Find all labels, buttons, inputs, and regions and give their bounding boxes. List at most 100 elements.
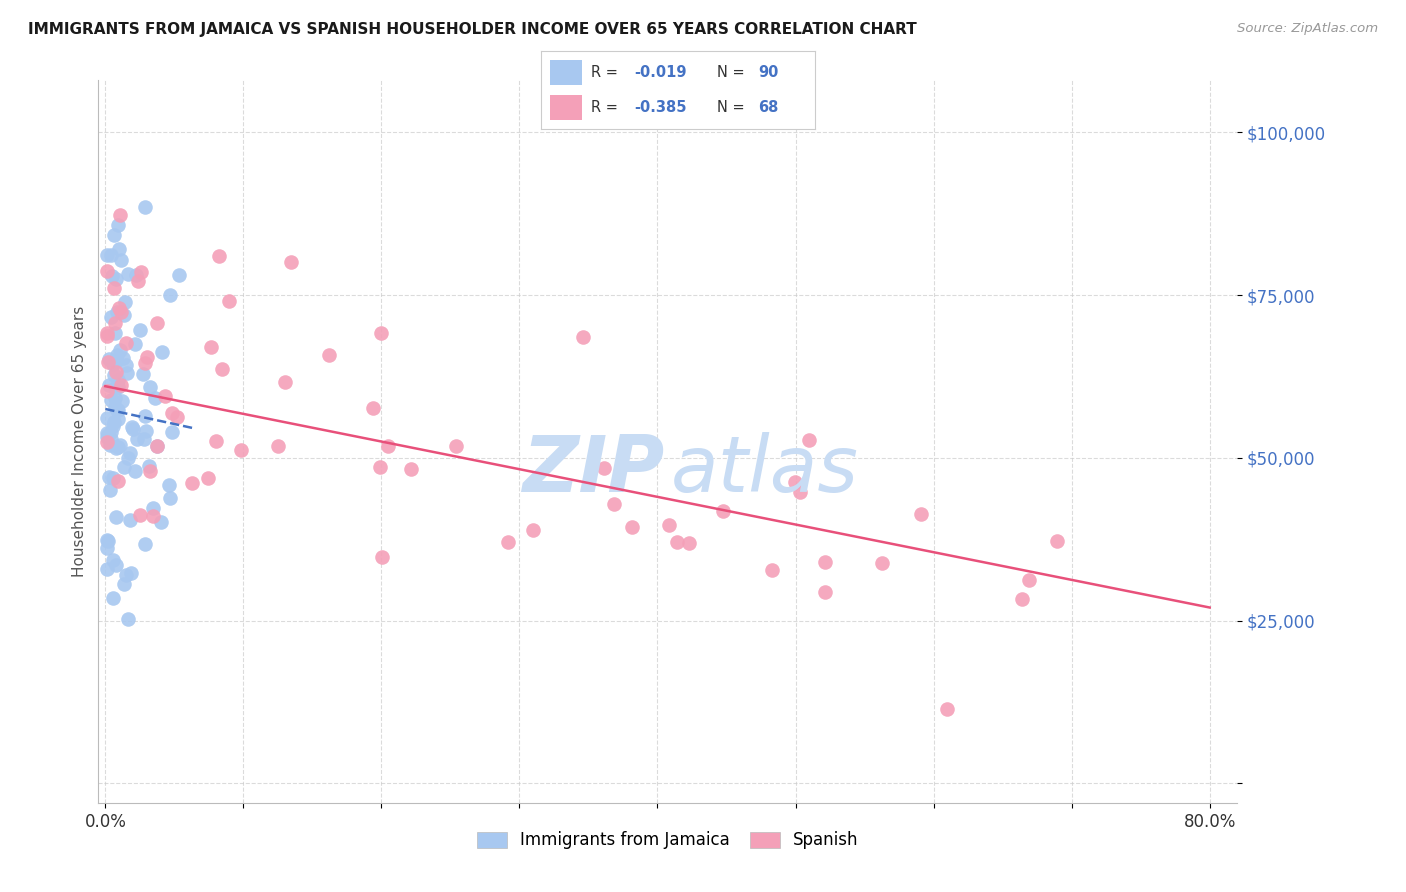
Legend: Immigrants from Jamaica, Spanish: Immigrants from Jamaica, Spanish <box>470 824 866 856</box>
Point <box>105 305 128 319</box>
Point <box>146 439 169 453</box>
Point <box>125 268 148 282</box>
Point <box>522 523 544 537</box>
Point <box>122 421 145 435</box>
Point <box>180 475 202 490</box>
Point <box>96 263 118 277</box>
Point <box>370 326 392 340</box>
Text: 68: 68 <box>758 100 779 115</box>
Point <box>711 504 734 518</box>
Point <box>138 380 160 394</box>
Point <box>108 438 131 452</box>
Point <box>103 415 125 429</box>
Point <box>135 351 157 365</box>
Point <box>108 343 131 358</box>
Point <box>127 274 149 288</box>
Text: atlas: atlas <box>671 433 859 508</box>
Point <box>96 248 118 262</box>
Point <box>100 310 122 324</box>
Point <box>146 439 169 453</box>
Point <box>105 403 128 417</box>
Point <box>149 515 172 529</box>
Point <box>377 439 399 453</box>
Point <box>208 249 231 263</box>
Point <box>105 348 128 362</box>
Point <box>97 428 120 442</box>
Point <box>399 462 422 476</box>
Point <box>143 392 166 406</box>
Point <box>814 585 837 599</box>
Point <box>107 380 129 394</box>
Point <box>658 518 681 533</box>
Point <box>98 351 121 366</box>
Point <box>96 411 118 425</box>
Point <box>98 483 121 498</box>
Point <box>142 501 165 516</box>
Point <box>157 478 180 492</box>
Point <box>97 354 120 368</box>
Point <box>797 433 820 447</box>
Point <box>166 409 188 424</box>
Point <box>115 367 138 381</box>
Point <box>124 465 146 479</box>
Text: 90: 90 <box>758 65 779 80</box>
Text: ZIP: ZIP <box>522 433 665 508</box>
Point <box>117 612 139 626</box>
Point <box>197 471 219 485</box>
Point <box>620 520 643 534</box>
Point <box>107 301 129 315</box>
Point <box>138 464 160 478</box>
Point <box>280 254 302 268</box>
Point <box>96 430 118 444</box>
Point <box>103 368 125 382</box>
Point <box>205 434 228 448</box>
Text: -0.385: -0.385 <box>634 100 688 115</box>
Point <box>572 329 595 343</box>
Point <box>150 345 173 359</box>
Point <box>134 409 156 423</box>
Point <box>97 534 120 549</box>
Point <box>108 208 131 222</box>
Point <box>117 451 139 466</box>
Point <box>101 591 124 605</box>
Point <box>104 271 127 285</box>
Point <box>129 265 152 279</box>
Point <box>134 200 156 214</box>
Point <box>104 316 127 330</box>
Bar <box>550 61 582 86</box>
Point <box>112 577 135 591</box>
Point <box>496 534 519 549</box>
Point <box>128 508 150 522</box>
Point <box>103 357 125 371</box>
Point <box>96 425 118 440</box>
Point <box>100 269 122 284</box>
Point <box>110 252 132 267</box>
Point <box>114 294 136 309</box>
Point <box>107 402 129 417</box>
Point <box>814 555 837 569</box>
Point <box>104 365 127 379</box>
Point <box>120 446 142 460</box>
Point <box>107 373 129 387</box>
Point <box>134 537 156 551</box>
Point <box>132 367 155 381</box>
Point <box>103 381 125 395</box>
Text: IMMIGRANTS FROM JAMAICA VS SPANISH HOUSEHOLDER INCOME OVER 65 YEARS CORRELATION : IMMIGRANTS FROM JAMAICA VS SPANISH HOUSE… <box>28 22 917 37</box>
Point <box>115 567 138 582</box>
Point <box>104 510 127 524</box>
Point <box>159 288 181 302</box>
Text: N =: N = <box>717 100 749 115</box>
Point <box>105 354 128 368</box>
Point <box>121 419 143 434</box>
Point <box>134 432 156 446</box>
Point <box>103 281 125 295</box>
Point <box>138 458 160 473</box>
Point <box>107 474 129 488</box>
Text: Source: ZipAtlas.com: Source: ZipAtlas.com <box>1237 22 1378 36</box>
Point <box>96 533 118 547</box>
Point <box>114 358 136 372</box>
Text: R =: R = <box>591 100 623 115</box>
Point <box>100 433 122 447</box>
Point <box>1018 573 1040 587</box>
Point <box>361 401 384 416</box>
